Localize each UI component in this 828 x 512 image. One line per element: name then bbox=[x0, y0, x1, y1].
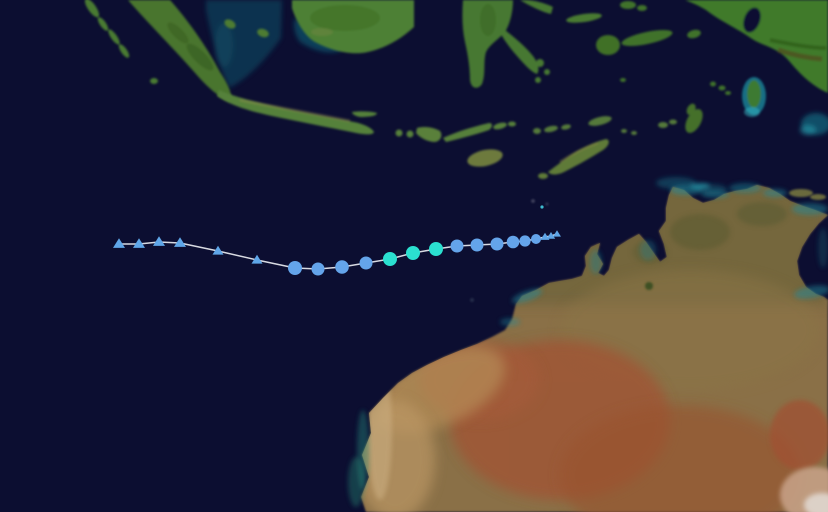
tropical-low-triangle-icon bbox=[212, 245, 224, 255]
lesser-sunda-islands bbox=[395, 116, 677, 142]
tropical-depression-dot-icon bbox=[506, 235, 520, 249]
moluccas-islands bbox=[566, 1, 701, 82]
tropical-depression-dot-icon bbox=[359, 256, 373, 270]
tropical-low-triangle-icon bbox=[553, 230, 561, 237]
tropical-depression-dot-icon bbox=[450, 239, 464, 253]
tropical-low-triangle-icon bbox=[133, 238, 145, 248]
tropical-depression-dot-icon bbox=[490, 237, 504, 251]
island-borneo bbox=[292, 0, 414, 54]
tropical-depression-dot-icon bbox=[311, 262, 325, 276]
tropical-low-triangle-icon bbox=[153, 236, 165, 246]
tropical-depression-dot-icon bbox=[335, 260, 349, 274]
arafura-islands bbox=[685, 77, 766, 133]
island-sulawesi bbox=[462, 0, 553, 88]
tropical-depression-dot-icon bbox=[288, 261, 302, 275]
landmass-australia bbox=[348, 183, 828, 512]
tropical-low-triangle-icon bbox=[113, 238, 125, 248]
coastal-shallows bbox=[348, 183, 828, 507]
tropical-storm-dot-icon bbox=[429, 242, 443, 256]
tropical-storm-dot-icon bbox=[406, 246, 420, 260]
tropical-depression-dot-icon bbox=[531, 234, 541, 244]
ocean-specks bbox=[470, 199, 549, 302]
tropical-storm-dot-icon bbox=[383, 252, 397, 266]
tropical-low-triangle-icon bbox=[174, 237, 186, 247]
tropical-depression-dot-icon bbox=[470, 238, 484, 252]
island-timor bbox=[538, 139, 609, 179]
tropical-low-triangle-icon bbox=[251, 254, 263, 264]
tropical-depression-dot-icon bbox=[519, 235, 531, 247]
island-new-guinea bbox=[685, 0, 828, 93]
island-sumatra bbox=[84, 0, 269, 101]
island-java bbox=[217, 90, 377, 135]
tropical-low-triangle-icon bbox=[546, 232, 556, 239]
island-sumba bbox=[467, 149, 503, 167]
